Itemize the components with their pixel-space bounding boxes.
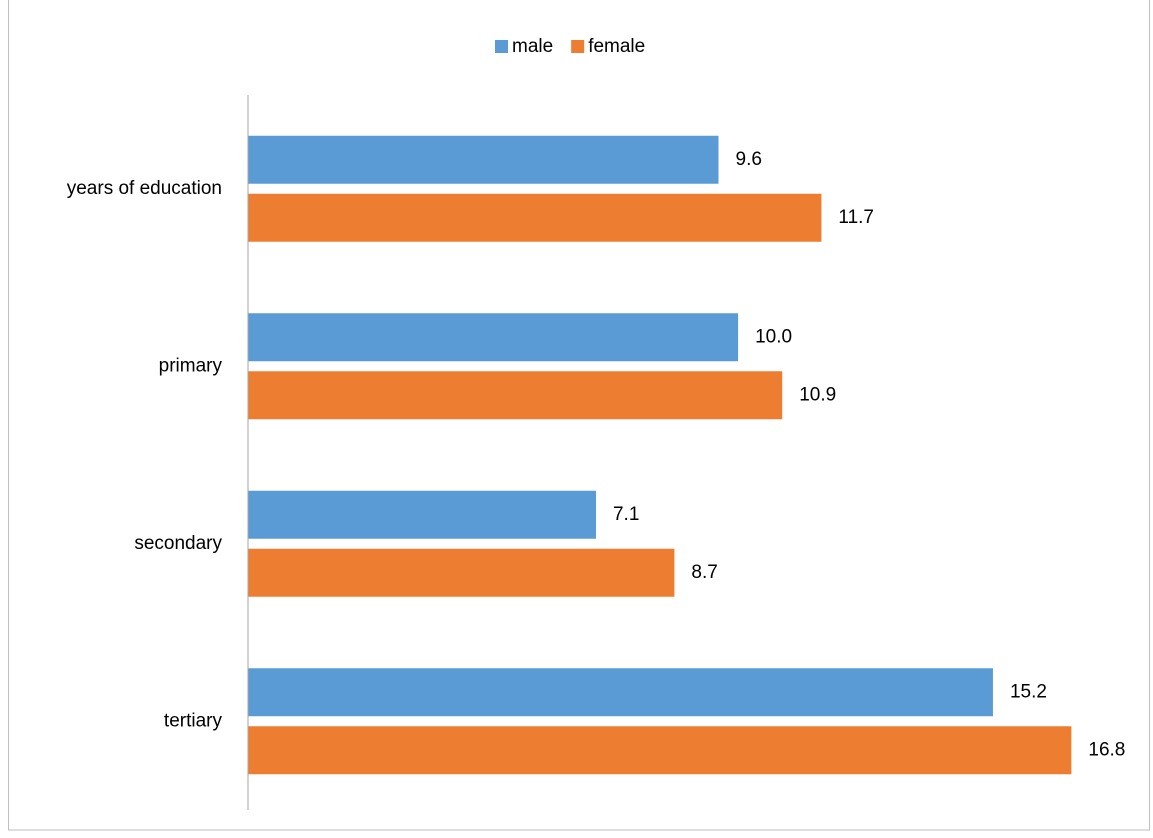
y-tick-label: secondary bbox=[134, 533, 222, 554]
data-label: 16.8 bbox=[1088, 739, 1125, 760]
legend-swatch bbox=[495, 40, 508, 53]
bar bbox=[248, 548, 675, 597]
bar bbox=[248, 371, 783, 420]
legend-label: male bbox=[512, 36, 553, 57]
bar bbox=[248, 490, 596, 539]
data-label: 7.1 bbox=[613, 504, 639, 525]
bar bbox=[248, 313, 739, 362]
y-tick-label: primary bbox=[159, 355, 223, 376]
data-label: 11.7 bbox=[838, 207, 874, 228]
legend-label: female bbox=[588, 36, 645, 57]
y-tick-label: tertiary bbox=[164, 710, 223, 731]
data-label: 9.6 bbox=[736, 149, 762, 170]
bar bbox=[248, 668, 993, 717]
data-label: 8.7 bbox=[691, 562, 717, 583]
bar bbox=[248, 193, 822, 242]
bar bbox=[248, 726, 1072, 775]
data-label: 10.9 bbox=[799, 384, 836, 405]
chart-frame bbox=[8, 0, 1150, 831]
data-label: 10.0 bbox=[755, 326, 792, 347]
y-tick-label: years of education bbox=[67, 178, 222, 199]
legend-swatch bbox=[571, 40, 585, 53]
data-label: 15.2 bbox=[1010, 681, 1047, 702]
bar bbox=[248, 135, 719, 184]
